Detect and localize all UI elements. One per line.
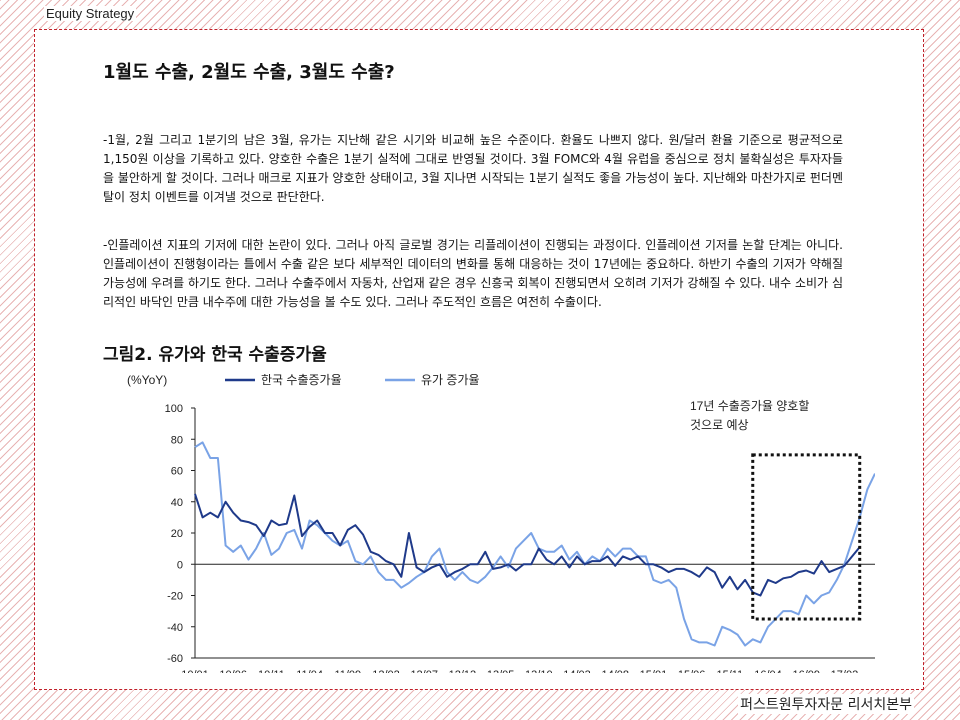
series-line bbox=[194, 493, 861, 597]
x-tick-label: 16/04 bbox=[754, 669, 782, 673]
legend-label: 유가 증가율 bbox=[421, 373, 480, 387]
line-chart: (%YoY) 100 80 60 40 20 0 -20 -40 -60 10/01 10/06 1… bbox=[127, 373, 875, 673]
y-tick-label: 20 bbox=[171, 528, 183, 540]
annotation-text: 것으로 예상 bbox=[690, 418, 749, 432]
x-tick-label: 10/01 bbox=[181, 669, 209, 673]
y-tick-label: 0 bbox=[177, 559, 183, 571]
paragraph-2: -인플레이션 지표의 기저에 대한 논란이 있다. 그러나 아직 글로벌 경기는… bbox=[103, 238, 843, 309]
y-tick-label: -60 bbox=[167, 653, 183, 665]
y-tick-label: 100 bbox=[165, 403, 183, 415]
y-tick-label: 60 bbox=[171, 466, 183, 478]
x-tick-label: 16/09 bbox=[792, 669, 820, 673]
x-tick-label: 12/02 bbox=[372, 669, 400, 673]
x-tick-label: 10/06 bbox=[219, 669, 247, 673]
x-tick-label: 10/11 bbox=[258, 669, 285, 673]
x-tick-label: 13/10 bbox=[525, 669, 553, 673]
legend-label: 한국 수출증가율 bbox=[261, 373, 342, 387]
x-tick-label: 17/02 bbox=[831, 669, 859, 673]
y-tick-label: -40 bbox=[167, 622, 183, 634]
figure-title: 그림2. 유가와 한국 수출증가율 bbox=[103, 345, 327, 365]
page-title: 1월도 수출, 2월도 수출, 3월도 수출? bbox=[103, 62, 395, 83]
x-tick-label: 11/09 bbox=[334, 669, 361, 673]
x-tick-label: 15/01 bbox=[640, 669, 668, 673]
x-tick-label: 13/05 bbox=[487, 669, 515, 673]
x-tick-label: 15/11 bbox=[716, 669, 743, 673]
x-tick-label: 12/12 bbox=[449, 669, 477, 673]
series-line bbox=[194, 441, 875, 647]
x-tick-label: 14/08 bbox=[601, 669, 629, 673]
y-tick-label: -20 bbox=[167, 591, 183, 603]
y-tick-label: 80 bbox=[171, 434, 183, 446]
y-tick-label: 40 bbox=[171, 497, 183, 509]
x-tick-label: 11/04 bbox=[296, 669, 323, 673]
x-tick-label: 14/03 bbox=[563, 669, 591, 673]
y-axis-label: (%YoY) bbox=[127, 373, 167, 387]
x-tick-label: 12/07 bbox=[410, 669, 438, 673]
footer-label: 퍼스트원투자자문 리서치본부 bbox=[738, 694, 914, 714]
annotation-text: 17년 수출증가율 양호할 bbox=[690, 399, 809, 413]
header-label: Equity Strategy bbox=[44, 6, 137, 21]
annotation-box bbox=[751, 453, 862, 621]
x-tick-label: 15/06 bbox=[678, 669, 706, 673]
paragraph-1: -1월, 2월 그리고 1분기의 남은 3월, 유가는 지난해 같은 시기와 비… bbox=[103, 133, 843, 204]
content-panel: 1월도 수출, 2월도 수출, 3월도 수출? -1월, 2월 그리고 1분기의… bbox=[34, 29, 924, 690]
